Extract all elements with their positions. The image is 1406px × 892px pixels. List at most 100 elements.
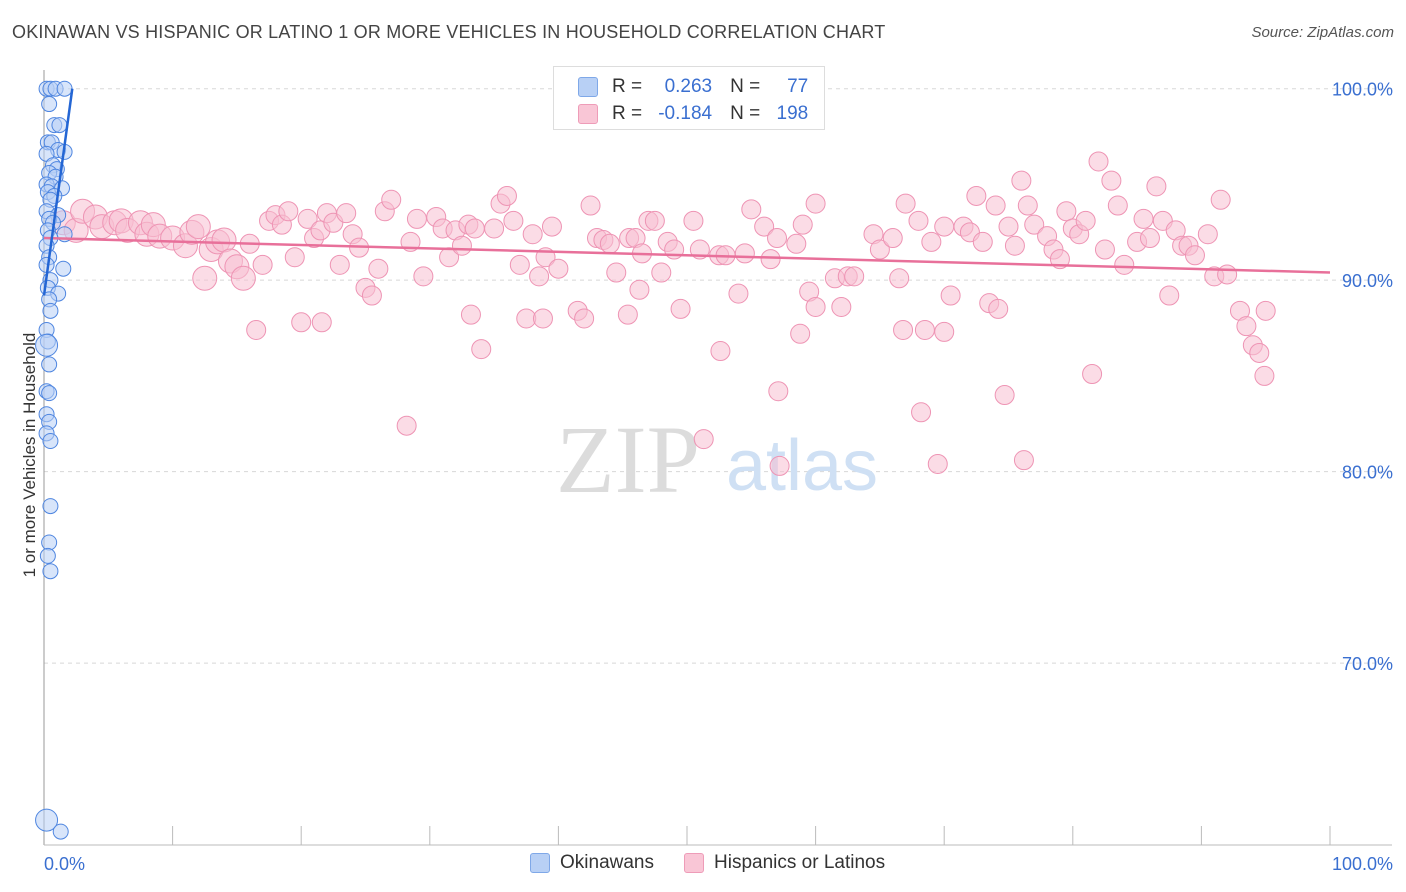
legend-r-value: 0.263 (664, 76, 713, 97)
hispanic-point (548, 258, 569, 279)
hispanic-point (895, 193, 916, 214)
hispanic-point (651, 262, 672, 283)
hispanic-point (644, 210, 665, 231)
legend-swatch-blue (578, 77, 598, 97)
hispanic-point (908, 210, 929, 231)
hispanic-point (252, 254, 273, 275)
hispanic-point (1249, 342, 1270, 363)
hispanic-point (1210, 189, 1231, 210)
hispanic-point (503, 210, 524, 231)
hispanic-point (1255, 300, 1276, 321)
hispanic-point (1088, 151, 1109, 172)
legend-item-hispanics[interactable]: Hispanics or Latinos (684, 852, 885, 874)
hispanic-point (368, 258, 389, 279)
hispanic-point (1254, 365, 1275, 386)
okinawan-point (35, 808, 59, 832)
hispanic-point (413, 266, 434, 287)
legend-item-okinawans[interactable]: Okinawans (530, 852, 654, 874)
hispanic-point (844, 266, 865, 287)
legend-r-value: -0.184 (658, 103, 713, 124)
hispanic-point (805, 296, 826, 317)
hispanic-point (278, 201, 299, 222)
hispanic-point (185, 214, 211, 240)
hispanic-point (768, 381, 789, 402)
watermark-zip: ZIP (556, 406, 700, 513)
hispanic-point (451, 235, 472, 256)
hispanic-point (893, 319, 914, 340)
hispanic-point (940, 285, 961, 306)
source-label: Source: ZipAtlas.com (1251, 24, 1394, 41)
hispanic-point (192, 265, 218, 291)
hispanic-point (1139, 228, 1160, 249)
hispanic-point (361, 285, 382, 306)
hispanic-point (985, 195, 1006, 216)
okinawan-point (41, 356, 58, 373)
hispanic-point (1049, 249, 1070, 270)
hispanic-point (1217, 264, 1238, 285)
hispanic-point (792, 214, 813, 235)
legend-r-label: R = (612, 76, 643, 97)
hispanic-point (1082, 364, 1103, 384)
hispanic-point (831, 296, 852, 317)
hispanic-point (998, 216, 1019, 237)
hispanic-point (1184, 245, 1205, 266)
hispanic-point (541, 216, 562, 237)
hispanic-point (869, 239, 890, 260)
hispanic-point (1024, 214, 1045, 235)
hispanic-point (509, 254, 530, 275)
hispanic-point (754, 216, 775, 237)
hispanic-point (464, 218, 485, 239)
legend-label-okinawans: Okinawans (560, 852, 654, 873)
gridlines (44, 88, 1392, 664)
legend-r-label: R = (612, 103, 643, 124)
hispanic-trend-line (43, 236, 1331, 274)
hispanic-point (1197, 224, 1218, 245)
hispanic-point (972, 231, 993, 252)
hispanic-point (911, 402, 932, 423)
y-tick-label: 80.0% (1342, 463, 1393, 483)
okinawan-point (56, 80, 73, 97)
hispanic-point (1133, 208, 1154, 229)
okinawan-trend-line (42, 88, 74, 296)
hispanic-point (580, 195, 601, 216)
legend-swatch-pink (684, 853, 704, 873)
hispanic-point (381, 189, 402, 210)
hispanic-point (1146, 176, 1167, 197)
hispanic-point (786, 233, 807, 254)
hispanic-point (734, 243, 755, 264)
hispanic-point (790, 323, 811, 344)
hispanic-point (927, 453, 948, 474)
x-tick-label-max: 100.0% (1332, 854, 1393, 874)
hispanic-point (1094, 239, 1115, 260)
hispanic-point (484, 218, 505, 239)
hispanic-point (805, 193, 826, 214)
hispanic-point (693, 429, 714, 450)
okinawan-point (55, 260, 72, 277)
hispanic-point (529, 266, 550, 287)
y-tick-label: 90.0% (1342, 271, 1393, 291)
hispanic-points (50, 151, 1276, 476)
hispanic-point (460, 304, 481, 325)
hispanic-point (670, 298, 691, 319)
okinawan-point (42, 302, 59, 319)
hispanic-point (230, 265, 256, 291)
hispanic-point (988, 298, 1009, 319)
legend-n-label: N = (730, 103, 761, 124)
hispanic-point (406, 208, 427, 229)
okinawan-point (41, 96, 58, 113)
hispanic-point (246, 319, 267, 340)
okinawan-point (51, 117, 68, 134)
hispanic-point (291, 312, 312, 333)
hispanic-point (889, 268, 910, 289)
hispanic-point (471, 339, 492, 360)
okinawan-points (35, 80, 73, 840)
legend-swatch-pink (578, 104, 598, 124)
hispanic-point (683, 210, 704, 231)
legend-n-value: 198 (776, 103, 809, 124)
legend-swatch-blue (530, 853, 550, 873)
hispanic-point (336, 203, 357, 224)
hispanic-point (1017, 195, 1038, 216)
hispanic-point (1236, 316, 1257, 337)
okinawan-point (42, 498, 59, 515)
hispanic-point (994, 385, 1015, 406)
